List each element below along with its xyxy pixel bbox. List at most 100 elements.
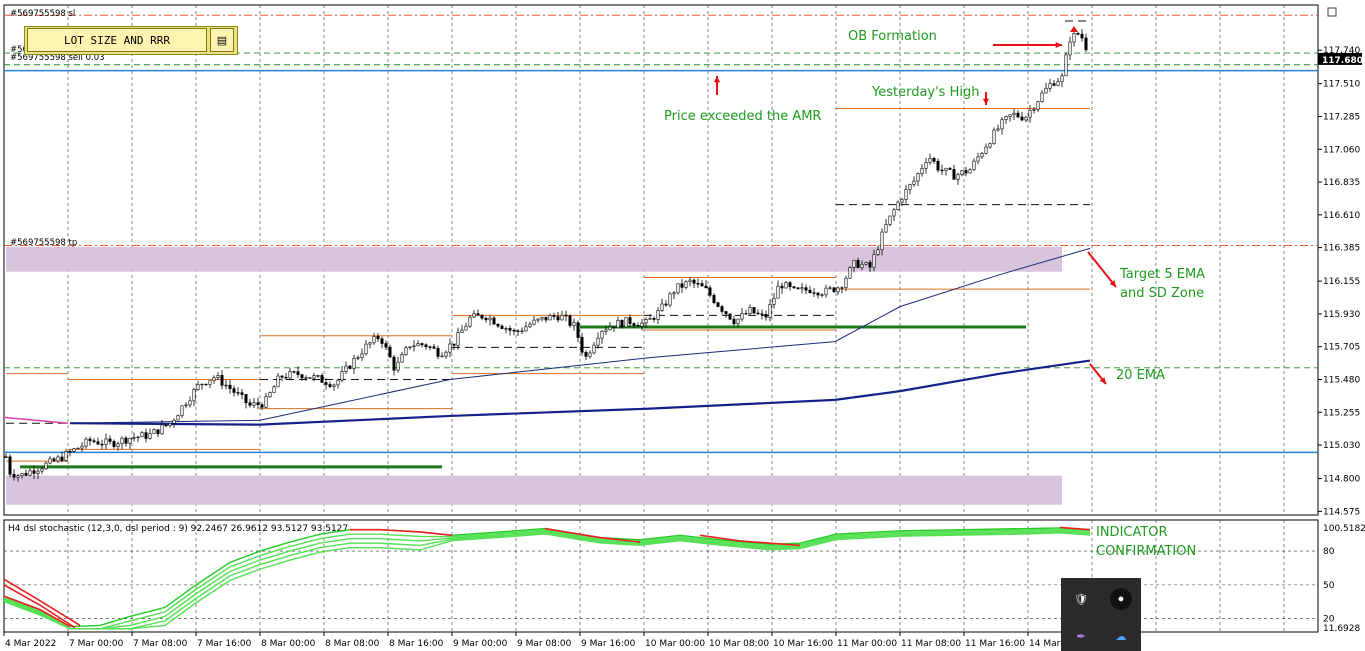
candle	[908, 184, 912, 190]
candle	[684, 281, 688, 288]
security-shield-icon[interactable]: 🛡	[1074, 593, 1088, 606]
candle	[84, 438, 88, 447]
candle	[1020, 116, 1024, 121]
candle	[1068, 41, 1072, 56]
candle	[184, 404, 188, 407]
candle	[632, 323, 636, 326]
candle	[76, 447, 80, 450]
time-tick-label: 9 Mar 16:00	[581, 639, 636, 649]
candle	[408, 346, 412, 349]
candle	[720, 306, 724, 312]
candle	[984, 146, 988, 154]
stochastic-line[interactable]	[3, 529, 1091, 630]
candle	[392, 356, 396, 371]
candle	[584, 352, 588, 357]
candle	[520, 330, 524, 333]
candle	[744, 313, 748, 315]
candle	[536, 318, 540, 321]
candle	[964, 170, 968, 174]
arrow-amr-head	[713, 76, 721, 83]
candle	[152, 429, 156, 434]
feather-icon[interactable]: ✒	[1076, 630, 1086, 643]
candle	[816, 292, 820, 296]
candle	[792, 286, 796, 289]
time-tick-label: 7 Mar 16:00	[197, 639, 252, 649]
ema5-line[interactable]	[69, 247, 1091, 424]
stochastic-line[interactable]	[3, 528, 1091, 630]
candle	[500, 325, 504, 329]
time-tick-label: 8 Mar 08:00	[325, 639, 380, 649]
order-sell-label: #569755598 sell 0.03	[10, 53, 105, 63]
candle	[112, 441, 116, 447]
candle	[552, 315, 556, 317]
time-tick-label: 9 Mar 00:00	[453, 639, 508, 649]
candle	[252, 402, 256, 406]
candle	[36, 470, 40, 474]
maximize-icon[interactable]	[1327, 7, 1337, 17]
candle	[976, 156, 980, 162]
candle	[200, 383, 204, 386]
candle	[756, 312, 760, 315]
candle	[688, 279, 692, 282]
candle	[312, 375, 316, 379]
candle	[612, 326, 616, 329]
stochastic-down-line	[3, 578, 81, 627]
candle	[532, 319, 536, 325]
candle	[280, 375, 284, 378]
candle	[1016, 112, 1020, 118]
candle	[828, 287, 832, 289]
time-tick-label: 4 Mar 2022	[5, 639, 56, 649]
candle	[364, 343, 368, 355]
candle	[628, 317, 632, 324]
time-tick-label: 8 Mar 00:00	[261, 639, 316, 649]
tray-icon[interactable]: ▤	[210, 28, 234, 52]
current-price-label: 117.680	[1322, 56, 1363, 66]
candle	[516, 330, 520, 332]
candle	[724, 311, 728, 315]
candle	[1028, 109, 1032, 118]
price-tick-label: 116.155	[1323, 277, 1360, 287]
candle	[624, 317, 628, 328]
candle	[472, 313, 476, 318]
time-tick-label: 10 Mar 08:00	[709, 639, 769, 649]
ema20-line[interactable]	[69, 359, 1091, 426]
candle	[952, 169, 956, 180]
time-tick-label: 7 Mar 00:00	[69, 639, 124, 649]
price-tick-label: 116.835	[1323, 178, 1360, 188]
price-tick-label: 115.930	[1323, 310, 1360, 320]
candle	[540, 316, 544, 320]
candle	[1032, 108, 1036, 111]
candle	[996, 128, 1000, 131]
candle	[768, 304, 772, 318]
stochastic-line[interactable]	[3, 532, 1091, 630]
candle	[840, 287, 844, 289]
candle	[216, 375, 220, 378]
candle	[324, 382, 328, 385]
candle	[64, 451, 68, 461]
candle	[336, 379, 340, 386]
candle	[360, 353, 364, 358]
candle	[560, 314, 564, 321]
candle	[656, 310, 660, 320]
annotation-target-2: and SD Zone	[1120, 286, 1204, 301]
candle	[268, 392, 272, 398]
cloud-icon[interactable]: ☁	[1115, 630, 1127, 643]
app-icon[interactable]: ●	[1110, 588, 1132, 610]
stochastic-line[interactable]	[3, 530, 1091, 630]
candle	[452, 343, 456, 346]
candle	[396, 361, 400, 371]
candle	[16, 475, 20, 478]
candle	[44, 462, 48, 470]
candle	[588, 352, 592, 357]
price-tick-label: 117.285	[1323, 112, 1360, 122]
candle	[544, 316, 548, 321]
candle	[284, 376, 288, 379]
lot-size-button[interactable]: LOT SIZE AND RRR	[27, 28, 207, 52]
candle	[292, 371, 296, 373]
candle	[260, 404, 264, 408]
candle	[884, 224, 888, 233]
candle	[264, 396, 268, 408]
candle	[476, 313, 480, 316]
